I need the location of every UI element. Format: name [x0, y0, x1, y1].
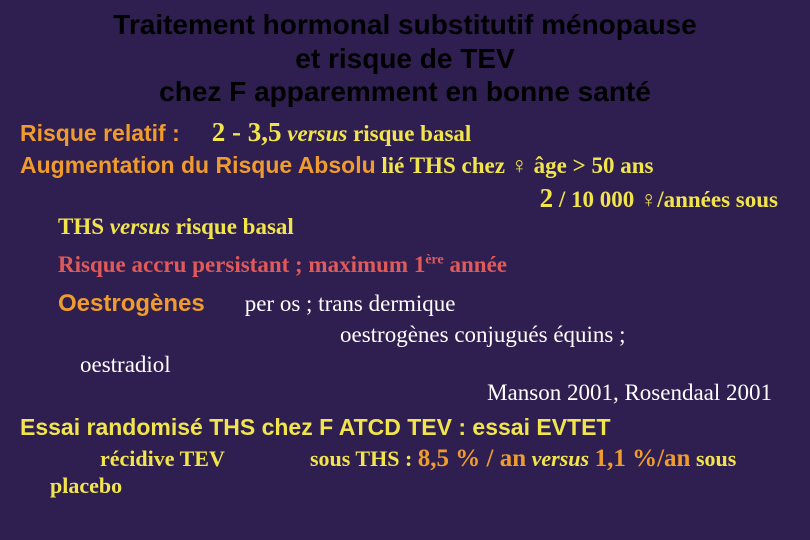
essai-line: Essai randomisé THS chez F ATCD TEV : es… — [20, 414, 790, 441]
augmentation-value-big: 2 — [540, 183, 554, 213]
ths-b: risque basal — [170, 214, 294, 239]
risque-relatif-line: Risque relatif : 2 - 3,5 versus risque b… — [20, 117, 790, 148]
risque-relatif-value: 2 - 3,5 — [212, 117, 282, 147]
oestrogenes-text-1: per os ; trans dermique — [245, 291, 456, 316]
oestrogenes-label: Oestrogènes — [58, 290, 205, 317]
recidive-label: récidive TEV — [100, 446, 224, 471]
title-line-2: et risque de TEV — [295, 43, 514, 74]
title-line-1: Traitement hormonal substitutif ménopaus… — [113, 9, 696, 40]
essai-text: Essai randomisé THS chez F ATCD TEV : es… — [20, 414, 611, 440]
versus-word: versus — [526, 446, 594, 471]
risque-relatif-versus: versus — [282, 121, 348, 146]
oestrogenes-line-3: oestradiol — [20, 352, 790, 378]
persist-b: année — [444, 252, 507, 277]
persist-a: Risque accru persistant ; maximum 1 — [58, 252, 425, 277]
placebo-line: placebo — [20, 473, 790, 499]
risque-relatif-tail: risque basal — [347, 121, 471, 146]
title-line-3: chez F apparemment en bonne santé — [159, 76, 651, 107]
citation-line: Manson 2001, Rosendaal 2001 — [20, 380, 790, 406]
ths-a: THS — [58, 214, 110, 239]
ths-versus-line: THS versus risque basal — [20, 214, 790, 240]
augmentation-label: Augmentation du Risque Absolu — [20, 152, 376, 178]
sous-2: sous — [690, 446, 736, 471]
augmentation-sous: sous — [730, 187, 778, 212]
pct-2: 1,1 %/an — [595, 445, 691, 472]
pct-1: 8,5 % / an — [418, 445, 526, 472]
oestrogenes-line-1: Oestrogènes per os ; trans dermique — [20, 290, 790, 318]
risque-relatif-label: Risque relatif : — [20, 120, 180, 146]
oestrogenes-line-2: oestrogènes conjugués équins ; — [20, 322, 790, 348]
ths-versus: versus — [110, 214, 170, 239]
slide-root: Traitement hormonal substitutif ménopaus… — [0, 0, 810, 540]
augmentation-line: Augmentation du Risque Absolu lié THS ch… — [20, 152, 790, 179]
augmentation-tail: lié THS chez ♀ âge > 50 ans — [376, 153, 654, 178]
recidive-line: récidive TEV sous THS : 8,5 % / an versu… — [20, 445, 790, 473]
oestrogenes-text-2: oestrogènes conjugués équins ; — [340, 322, 626, 347]
sous-ths-label: sous THS : — [310, 446, 418, 471]
oestrogenes-text-3: oestradiol — [80, 352, 171, 377]
persist-sup: ère — [425, 252, 443, 267]
persist-line: Risque accru persistant ; maximum 1ère a… — [20, 252, 790, 278]
augmentation-value-rest: / 10 000 ♀/années — [553, 187, 730, 212]
slide-title: Traitement hormonal substitutif ménopaus… — [20, 8, 790, 109]
augmentation-value-line: 2 / 10 000 ♀/années sous — [20, 183, 790, 214]
